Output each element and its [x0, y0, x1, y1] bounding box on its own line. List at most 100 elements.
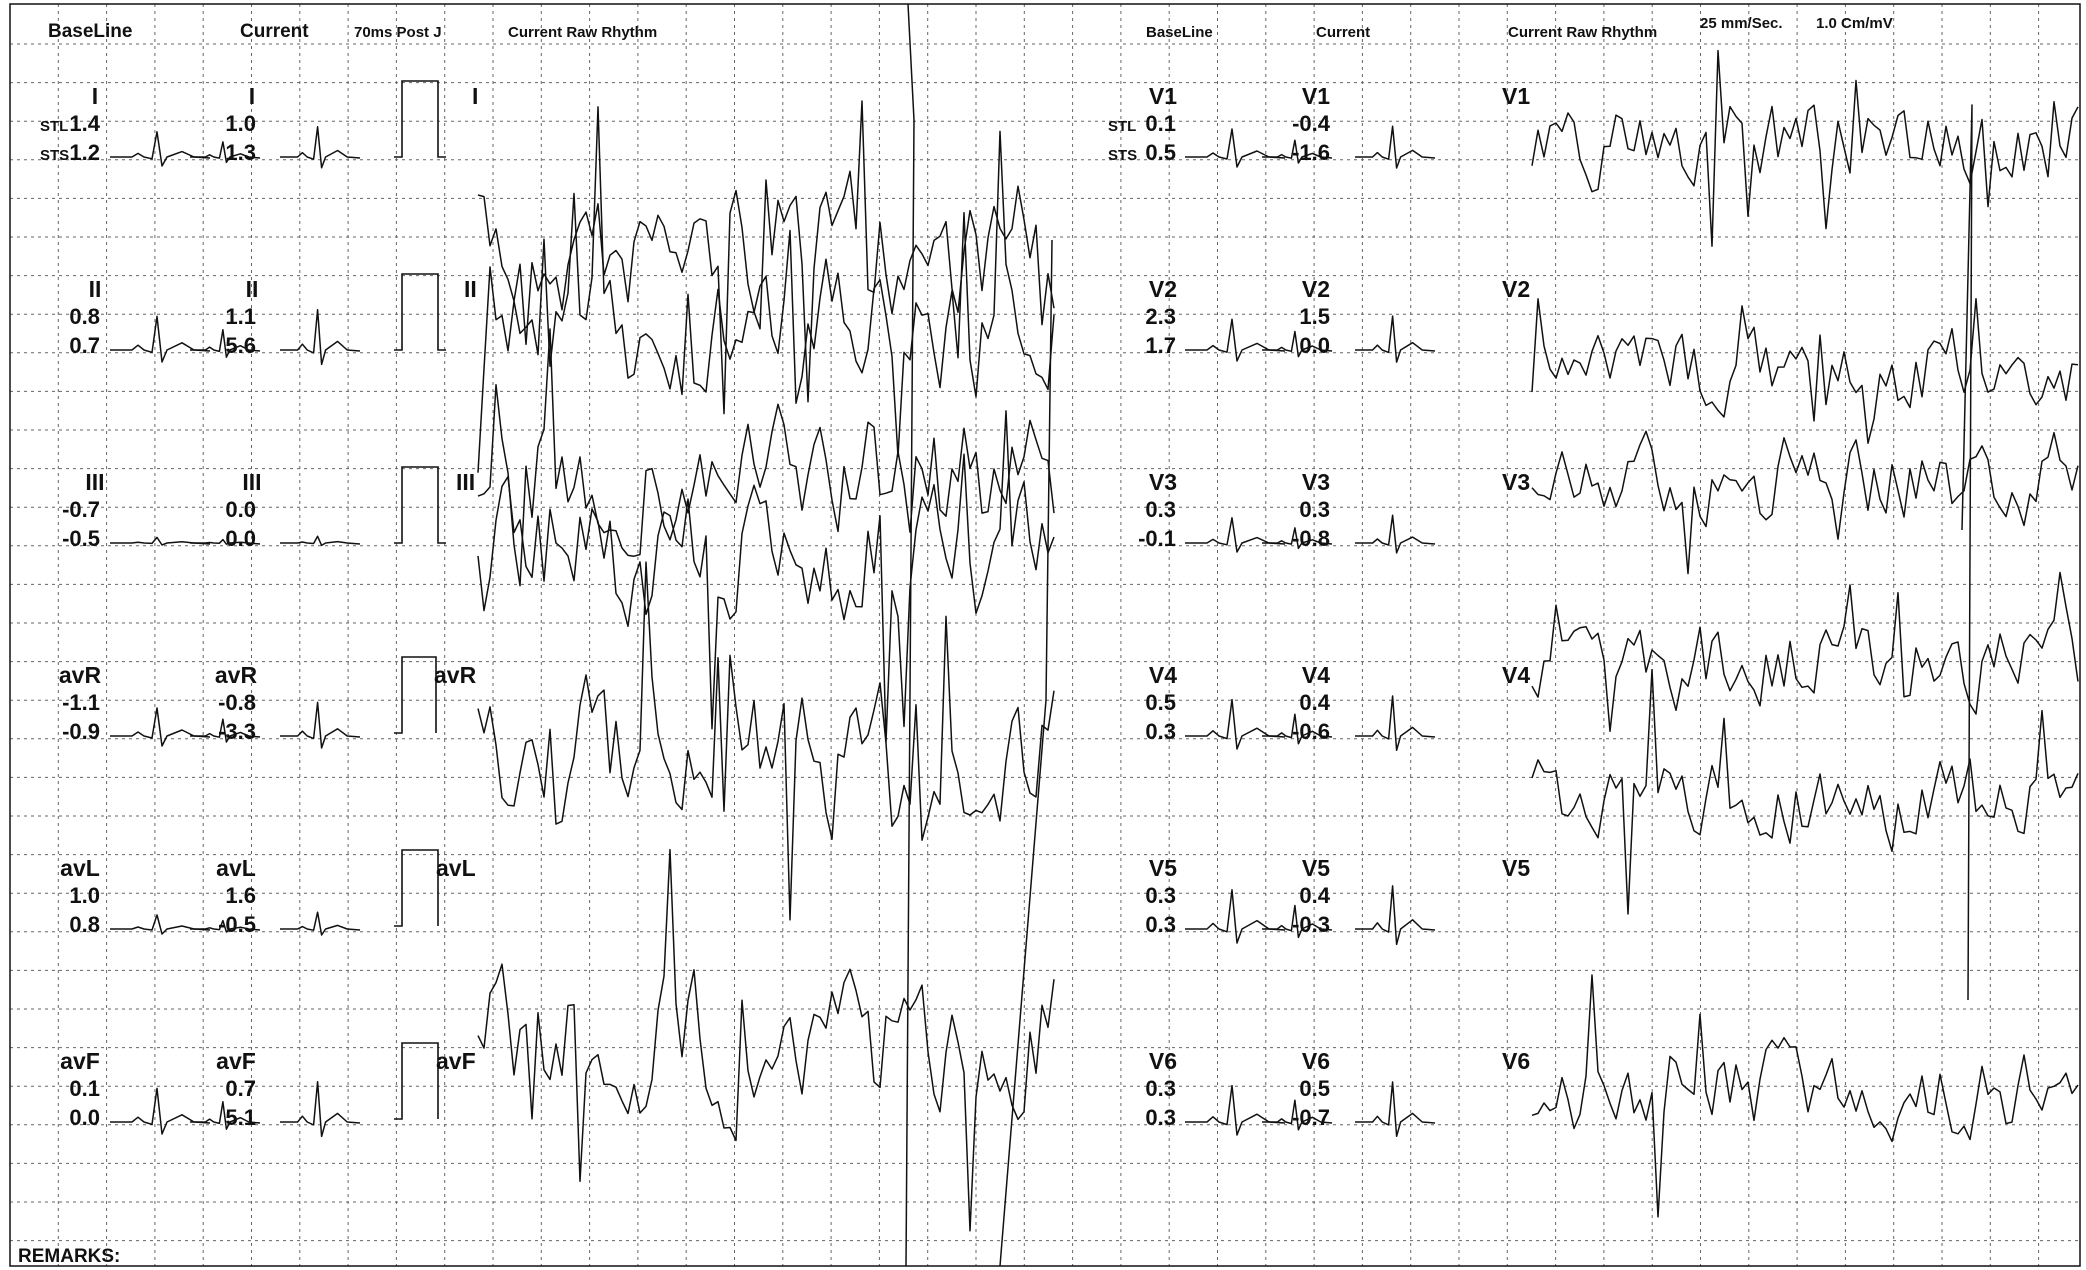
current-stl-value: 0.4 — [1299, 690, 1330, 715]
raw-rhythm-trace — [1531, 297, 2079, 444]
current-lead-name: V2 — [1302, 276, 1330, 302]
baseline-sts-value: 0.3 — [1145, 719, 1176, 744]
baseline-complex-trace — [1185, 1084, 1286, 1136]
baseline-complex-trace — [1262, 527, 1333, 550]
current-lead-name: II — [246, 276, 259, 302]
baseline-stl-value: 1.4 — [69, 111, 100, 136]
current-stl-value: 0.4 — [1299, 883, 1330, 908]
baseline-complex-trace — [190, 919, 261, 933]
current-stl-value: -0.4 — [1292, 111, 1331, 136]
baseline-lead-name: II — [89, 276, 102, 302]
current-stl-value: 1.0 — [225, 111, 256, 136]
baseline-complex-trace — [190, 1101, 261, 1130]
baseline-complex-trace — [1185, 889, 1286, 944]
baseline-complex-trace — [190, 329, 261, 358]
right-current-header: Current — [1316, 24, 1370, 41]
calibration-pulse-avr — [394, 656, 437, 734]
baseline-complex-trace — [1185, 517, 1286, 553]
lead-row-iii: III III -0.7 -0.5 0.0 0.0 III — [62, 469, 475, 551]
baseline-lead-name: III — [85, 469, 104, 495]
baseline-complex-trace — [1262, 904, 1333, 939]
current-stl-value: 0.3 — [1299, 497, 1330, 522]
baseline-stl-value: 0.3 — [1145, 883, 1176, 908]
baseline-lead-name: avR — [59, 662, 102, 688]
current-sts-value: 0.0 — [1299, 333, 1330, 358]
raw-rhythm-trace — [477, 561, 1055, 921]
raw-rhythm-trace — [1531, 49, 2079, 247]
current-complex-trace — [1355, 695, 1436, 752]
calibration-pulse-i — [394, 80, 446, 158]
baseline-sts-value: 0.3 — [1145, 912, 1176, 937]
current-lead-name: V6 — [1302, 1048, 1330, 1074]
sts-row-label: STS — [40, 147, 69, 164]
current-sts-value: 0.0 — [225, 526, 256, 551]
baseline-stl-value: 1.0 — [69, 883, 100, 908]
right-lead-panel: V1 V1 STL STS 0.1 0.5 -0.4 -1.6 V1 V2 V2… — [1108, 83, 1530, 1130]
raw-rhythm-artifact-trace — [999, 239, 1053, 1267]
baseline-lead-name: V4 — [1149, 662, 1177, 688]
baseline-complex-trace — [110, 315, 211, 363]
baseline-complex-trace — [110, 536, 211, 546]
raw-rhythm-trace — [1531, 430, 2079, 575]
post-j-header: 70ms Post J — [354, 24, 442, 41]
current-stl-value: 0.0 — [225, 497, 256, 522]
left-current-header: Current — [240, 21, 309, 42]
baseline-stl-value: 0.5 — [1145, 690, 1176, 715]
current-lead-name: V1 — [1302, 83, 1330, 109]
baseline-sts-value: -0.5 — [62, 526, 100, 551]
current-lead-name: III — [242, 469, 261, 495]
current-stl-value: 1.1 — [225, 304, 256, 329]
baseline-stl-value: 0.1 — [69, 1076, 100, 1101]
baseline-complex-trace — [190, 718, 261, 743]
current-stl-value: 0.7 — [225, 1076, 256, 1101]
raw-rhythm-lead-name: V1 — [1502, 83, 1530, 109]
calibration-pulse-avl — [394, 849, 439, 927]
baseline-sts-value: 0.3 — [1145, 1105, 1176, 1130]
current-complex-trace — [1355, 885, 1436, 946]
baseline-lead-name: V6 — [1149, 1048, 1177, 1074]
raw-rhythm-lead-name: V2 — [1502, 276, 1530, 302]
raw-rhythm-trace — [477, 106, 1055, 473]
current-stl-value: 1.6 — [225, 883, 256, 908]
raw-rhythm-artifact-trace — [1961, 104, 1973, 1001]
baseline-lead-name: I — [92, 83, 98, 109]
remarks-label: REMARKS: — [18, 1246, 120, 1267]
calibration-pulses — [394, 80, 446, 1120]
lead-row-ii: II II 0.8 0.7 1.1 5.6 II — [69, 276, 476, 358]
current-stl-value: 0.5 — [1299, 1076, 1330, 1101]
baseline-sts-value: -0.1 — [1138, 526, 1176, 551]
current-complex-trace — [280, 911, 361, 936]
baseline-sts-value: 1.2 — [69, 140, 100, 165]
baseline-complex-trace — [110, 914, 211, 935]
left-lead-panel: I I STL STS 1.4 1.2 1.0 1.3 I II II 0.8 … — [40, 83, 478, 1130]
current-complex-trace — [1355, 125, 1436, 169]
baseline-complex-trace — [1185, 318, 1286, 362]
current-complex-trace — [280, 701, 361, 749]
report-border — [9, 3, 2081, 1267]
baseline-sts-value: 0.5 — [1145, 140, 1176, 165]
ecg-traces — [110, 3, 2079, 1267]
stl-row-label: STL — [40, 118, 68, 135]
baseline-lead-name: V2 — [1149, 276, 1177, 302]
baseline-lead-name: V1 — [1149, 83, 1177, 109]
raw-rhythm-trace — [477, 848, 1055, 1232]
baseline-stl-value: 0.8 — [69, 304, 100, 329]
current-complex-trace — [280, 308, 361, 366]
raw-rhythm-trace — [1531, 974, 2079, 1218]
baseline-complex-trace — [1185, 128, 1286, 168]
raw-rhythm-lead-name: V3 — [1502, 469, 1530, 495]
baseline-complex-trace — [1262, 1099, 1333, 1131]
current-complex-trace — [280, 126, 361, 169]
baseline-complex-trace — [1262, 139, 1333, 164]
lead-row-v4: V4 V4 0.5 0.3 0.4 -0.6 V4 — [1145, 662, 1530, 744]
raw-rhythm-trace — [1531, 571, 2079, 733]
baseline-complex-trace — [1262, 330, 1333, 358]
baseline-stl-value: -1.1 — [62, 690, 100, 715]
current-lead-name: avR — [215, 662, 258, 688]
baseline-complex-trace — [110, 131, 211, 167]
lead-row-v2: V2 V2 2.3 1.7 1.5 0.0 V2 — [1145, 276, 1530, 358]
current-complex-trace — [280, 535, 361, 547]
baseline-lead-name: avF — [60, 1048, 100, 1074]
current-sts-value: 1.3 — [225, 140, 256, 165]
left-baseline-header: BaseLine — [48, 21, 132, 42]
